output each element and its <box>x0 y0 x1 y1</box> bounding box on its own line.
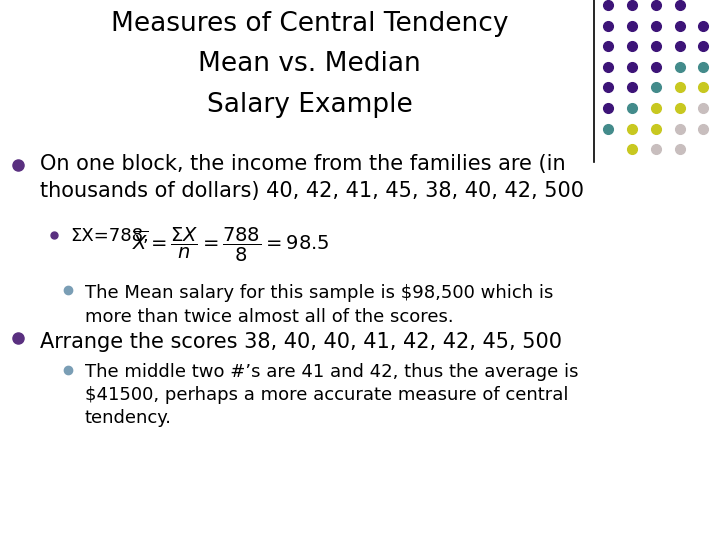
Text: On one block, the income from the families are (in: On one block, the income from the famili… <box>40 154 565 174</box>
Text: Measures of Central Tendency: Measures of Central Tendency <box>111 11 508 37</box>
Text: $41500, perhaps a more accurate measure of central: $41500, perhaps a more accurate measure … <box>85 386 569 404</box>
Text: $\overline{X}=\dfrac{\Sigma X}{n}=\dfrac{788}{8}=98.5$: $\overline{X}=\dfrac{\Sigma X}{n}=\dfrac… <box>132 226 329 264</box>
Text: ΣX=788,: ΣX=788, <box>71 227 149 245</box>
Text: Mean vs. Median: Mean vs. Median <box>198 51 421 77</box>
Text: more than twice almost all of the scores.: more than twice almost all of the scores… <box>85 308 454 326</box>
Text: Arrange the scores 38, 40, 40, 41, 42, 42, 45, 500: Arrange the scores 38, 40, 40, 41, 42, 4… <box>40 332 562 352</box>
Text: The middle two #’s are 41 and 42, thus the average is: The middle two #’s are 41 and 42, thus t… <box>85 363 578 381</box>
Text: tendency.: tendency. <box>85 409 172 427</box>
Text: thousands of dollars) 40, 42, 41, 45, 38, 40, 42, 500: thousands of dollars) 40, 42, 41, 45, 38… <box>40 181 584 201</box>
Text: The Mean salary for this sample is $98,500 which is: The Mean salary for this sample is $98,5… <box>85 284 554 301</box>
Text: Salary Example: Salary Example <box>207 92 413 118</box>
